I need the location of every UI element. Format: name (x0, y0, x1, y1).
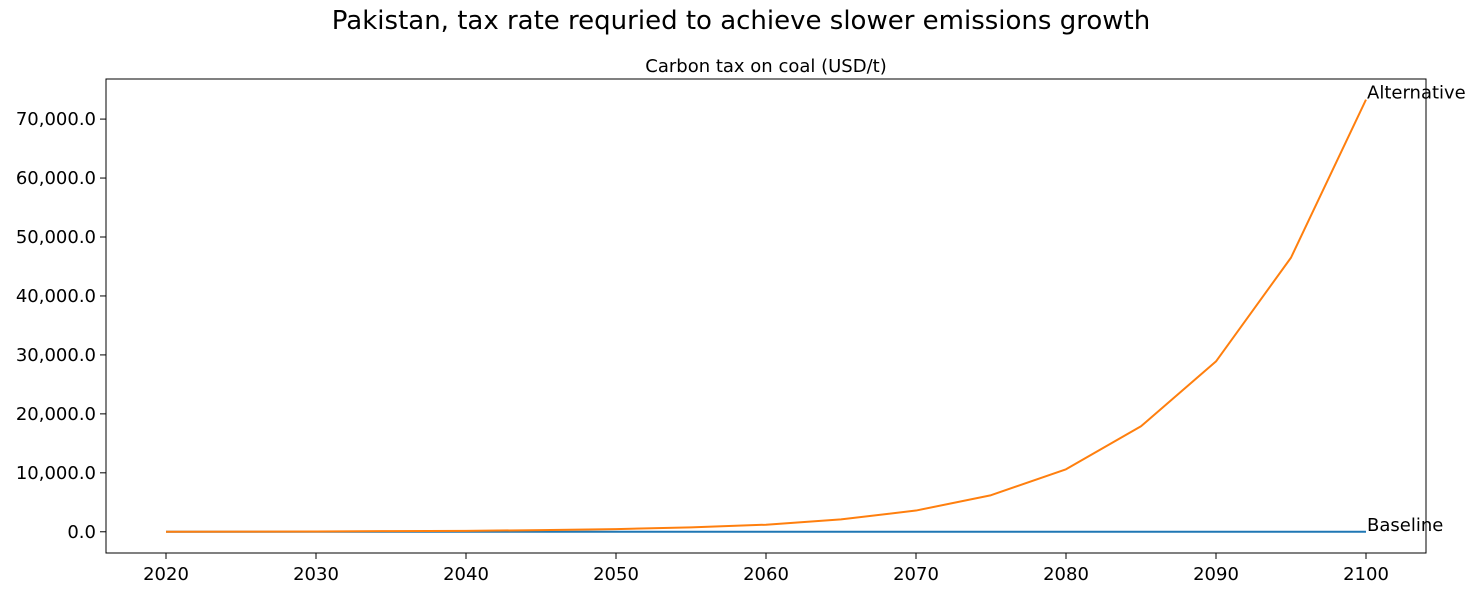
x-tick-label: 2050 (593, 564, 639, 585)
series-labels: Baseline Alternative (1367, 83, 1466, 536)
plot-frame (105, 78, 1427, 554)
x-tick-label: 2070 (893, 564, 939, 585)
y-tick-label: 10,000.0 (16, 463, 96, 484)
y-tick-label: 70,000.0 (16, 109, 96, 130)
x-tick-label: 2030 (293, 564, 339, 585)
series-label-alternative: Alternative (1367, 83, 1466, 104)
y-tick-label: 20,000.0 (16, 404, 96, 425)
series-label-baseline: Baseline (1367, 515, 1443, 536)
x-tick-label: 2100 (1343, 564, 1389, 585)
x-tick-label: 2090 (1193, 564, 1239, 585)
x-tick-label: 2060 (743, 564, 789, 585)
y-tick-label: 40,000.0 (16, 286, 96, 307)
y-tick-label: 60,000.0 (16, 168, 96, 189)
y-tick-label: 30,000.0 (16, 345, 96, 366)
chart-title: Carbon tax on coal (USD/t) (645, 56, 886, 77)
plot-lines (165, 99, 1367, 533)
x-tick-label: 2080 (1043, 564, 1089, 585)
x-tick-label: 2020 (143, 564, 189, 585)
y-tick-label: 0.0 (67, 522, 96, 543)
x-axis: 2020 2030 2040 2050 2060 2070 2080 2090 2100 (143, 553, 1389, 585)
figure-title: Pakistan, tax rate requried to achieve s… (331, 6, 1151, 36)
y-tick-label: 50,000.0 (16, 227, 96, 248)
series-line-alternative (165, 99, 1367, 533)
x-tick-label: 2040 (443, 564, 489, 585)
y-axis: 0.0 10,000.0 20,000.0 30,000.0 40,000.0 50,00… (16, 109, 106, 543)
